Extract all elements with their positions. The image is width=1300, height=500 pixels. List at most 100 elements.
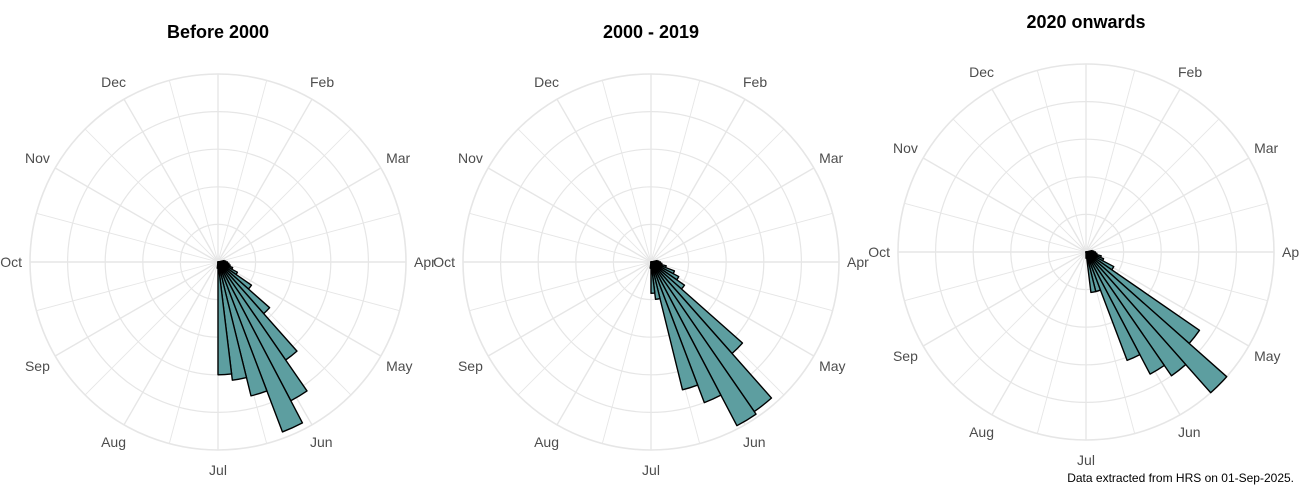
month-label-mar: Mar — [1254, 140, 1278, 156]
month-label-jul: Jul — [209, 462, 227, 478]
grid-spoke — [487, 261, 652, 357]
grid-spoke — [601, 80, 652, 263]
month-label-oct: Oct — [868, 244, 890, 260]
chart-title-2020-onwards: 2020 onwards — [1026, 12, 1145, 32]
grid-spoke — [84, 128, 219, 263]
month-label-sep: Sep — [458, 358, 483, 374]
month-label-sep: Sep — [25, 358, 50, 374]
bar-week-20 — [1085, 251, 1228, 394]
chart-title-2000-2019: 2000 - 2019 — [603, 22, 699, 42]
grid-spoke — [217, 80, 268, 263]
month-label-apr: Apr — [847, 254, 869, 270]
grid-spoke — [952, 118, 1087, 253]
month-label-jun: Jun — [1178, 424, 1201, 440]
month-label-nov: Nov — [458, 150, 483, 166]
grid-spoke — [904, 251, 1087, 302]
month-labels: Feb Mar Apr May Jun Jul Aug Sep Oct Nov Dec — [868, 64, 1300, 468]
month-label-nov: Nov — [893, 140, 918, 156]
polar-grid — [897, 63, 1275, 441]
month-label-apr: Apr — [414, 254, 436, 270]
bar-week-26 — [650, 261, 656, 295]
bar-week-22 — [1085, 251, 1166, 375]
bar-week-25 — [1085, 251, 1097, 294]
grid-spoke — [1085, 88, 1181, 253]
month-label-mar: Mar — [819, 150, 843, 166]
grid-spoke — [904, 202, 1087, 253]
grid-spoke — [54, 167, 219, 263]
grid-spoke — [556, 98, 652, 263]
grid-spoke — [1085, 251, 1268, 302]
grid-spoke — [1085, 118, 1220, 253]
grid-spoke — [517, 261, 652, 396]
month-label-may: May — [819, 358, 845, 374]
month-label-feb: Feb — [1178, 64, 1202, 80]
grid-spoke — [601, 261, 652, 444]
month-label-dec: Dec — [101, 74, 126, 90]
bars — [1085, 249, 1228, 394]
month-label-aug: Aug — [534, 434, 559, 450]
grid-spoke — [217, 98, 313, 263]
grid-spoke — [168, 261, 219, 444]
grid-spoke — [487, 167, 652, 263]
bar-week-23 — [650, 261, 722, 404]
grid-spoke — [1085, 202, 1268, 253]
bar-week-25 — [217, 261, 248, 381]
grid-spoke — [991, 88, 1087, 253]
bar-week-23 — [1085, 251, 1141, 362]
grid-spoke — [952, 251, 1087, 386]
bar-week-24 — [650, 261, 699, 391]
grid-spoke — [217, 212, 400, 263]
grid-spoke — [469, 261, 652, 312]
bar-week-27 — [649, 261, 652, 269]
month-label-jul: Jul — [1077, 452, 1095, 468]
bar-week-24 — [217, 261, 268, 397]
month-label-mar: Mar — [386, 150, 410, 166]
month-label-oct: Oct — [0, 254, 22, 270]
bar-week-21 — [1085, 251, 1187, 377]
bar-week-23 — [217, 261, 304, 433]
grid-spoke — [991, 251, 1087, 416]
bar-week-26 — [217, 261, 233, 376]
bar-week-25 — [650, 261, 661, 301]
grid-spoke — [217, 261, 400, 312]
month-label-aug: Aug — [101, 434, 126, 450]
month-label-sep: Sep — [893, 348, 918, 364]
grid-spoke — [36, 212, 219, 263]
grid-spoke — [36, 261, 219, 312]
grid-spoke — [217, 167, 382, 263]
month-label-dec: Dec — [969, 64, 994, 80]
grid-spoke — [1085, 157, 1250, 253]
polar-grid — [462, 73, 840, 451]
grid-spoke — [1085, 70, 1136, 253]
grid-spoke — [922, 157, 1087, 253]
grid-spoke — [517, 128, 652, 263]
bar-week-27 — [216, 261, 219, 269]
month-label-may: May — [386, 358, 412, 374]
month-label-feb: Feb — [743, 74, 767, 90]
grid-spoke — [123, 261, 219, 426]
grid-spoke — [54, 261, 219, 357]
grid-spoke — [84, 261, 219, 396]
month-label-oct: Oct — [433, 254, 455, 270]
bars — [649, 259, 773, 427]
month-label-may: May — [1254, 348, 1280, 364]
month-label-jul: Jul — [642, 462, 660, 478]
grid-spoke — [650, 98, 746, 263]
grid-spoke — [168, 80, 219, 263]
grid-spoke — [650, 128, 785, 263]
polar-chart-2000-2019: Feb Mar Apr May Jun Jul Aug Sep Oct Nov Dec 2000 - … — [433, 22, 869, 478]
grid-spoke — [650, 261, 833, 312]
month-label-apr: Apr — [1282, 244, 1300, 260]
grid-spoke — [217, 261, 382, 357]
bars — [216, 259, 308, 433]
polar-chart-before-2000: Feb Mar Apr May Jun Jul Aug Sep Oct Nov Dec Before … — [0, 22, 436, 478]
grid-spoke — [217, 128, 352, 263]
grid-spoke — [1036, 251, 1087, 434]
grid-spoke — [1036, 70, 1087, 253]
grid-spoke — [123, 98, 219, 263]
month-labels: Feb Mar Apr May Jun Jul Aug Sep Oct Nov Dec — [0, 74, 436, 478]
bar-week-22 — [650, 261, 757, 427]
month-label-nov: Nov — [25, 150, 50, 166]
grid-spoke — [556, 261, 652, 426]
